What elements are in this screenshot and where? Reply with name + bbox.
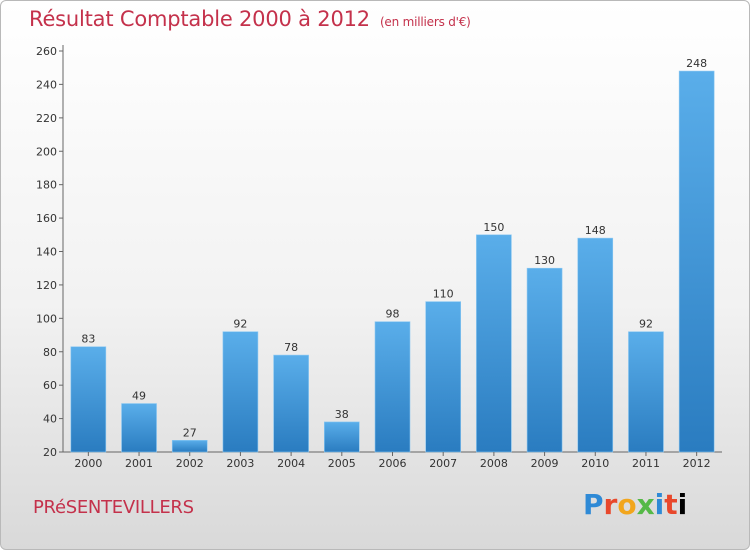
x-tick-label: 2005	[328, 457, 356, 470]
y-tick-label: 240	[36, 78, 57, 91]
data-label: 83	[81, 333, 95, 346]
data-label: 98	[386, 308, 400, 321]
data-label: 130	[534, 254, 555, 267]
y-tick-label: 20	[43, 446, 57, 459]
y-tick-label: 200	[36, 145, 57, 158]
chart-title-text: Résultat Comptable 2000 à 2012	[29, 7, 370, 31]
data-label: 150	[483, 221, 504, 234]
bar	[324, 421, 360, 453]
y-tick-label: 140	[36, 246, 57, 259]
x-tick-label: 2008	[480, 457, 508, 470]
x-tick-label: 2002	[176, 457, 204, 470]
bar	[678, 70, 715, 453]
y-tick-label: 180	[36, 179, 57, 192]
y-tick-label: 40	[43, 413, 57, 426]
bar	[628, 331, 664, 453]
chart-title: Résultat Comptable 2000 à 2012 (en millie…	[29, 7, 471, 31]
bar	[222, 331, 259, 453]
x-tick-label: 2012	[683, 457, 711, 470]
x-tick-label: 2001	[125, 457, 153, 470]
bar	[425, 301, 461, 453]
data-label: 148	[585, 224, 606, 237]
y-tick-label: 60	[43, 379, 57, 392]
x-tick-label: 2010	[581, 457, 609, 470]
bar	[273, 354, 309, 453]
data-label: 110	[433, 288, 454, 301]
data-label: 27	[183, 426, 197, 439]
y-tick-label: 260	[36, 45, 57, 58]
y-tick-label: 120	[36, 279, 57, 292]
bar	[526, 267, 563, 453]
bar	[121, 403, 157, 453]
x-tick-label: 2011	[632, 457, 660, 470]
data-label: 92	[233, 318, 247, 331]
x-tick-label: 2004	[277, 457, 305, 470]
data-label: 49	[132, 390, 146, 403]
data-label: 78	[284, 341, 298, 354]
proxiti-logo: Proxiti	[583, 488, 688, 521]
data-label: 38	[335, 408, 349, 421]
x-tick-label: 2000	[74, 457, 102, 470]
bar	[171, 440, 208, 453]
y-tick-label: 220	[36, 112, 57, 125]
bar	[374, 321, 411, 453]
data-label: 92	[639, 318, 653, 331]
y-tick-label: 160	[36, 212, 57, 225]
bar	[70, 346, 107, 453]
bar	[577, 237, 614, 453]
data-label: 248	[686, 57, 707, 70]
y-tick-label: 100	[36, 312, 57, 325]
x-tick-label: 2007	[429, 457, 457, 470]
chart-subtitle: (en milliers d'€)	[379, 15, 471, 29]
bar	[476, 234, 512, 453]
x-tick-label: 2003	[226, 457, 254, 470]
y-tick-label: 80	[43, 346, 57, 359]
commune-name: PRéSENTEVILLERS	[33, 497, 194, 518]
x-tick-label: 2009	[531, 457, 559, 470]
x-tick-label: 2006	[379, 457, 407, 470]
